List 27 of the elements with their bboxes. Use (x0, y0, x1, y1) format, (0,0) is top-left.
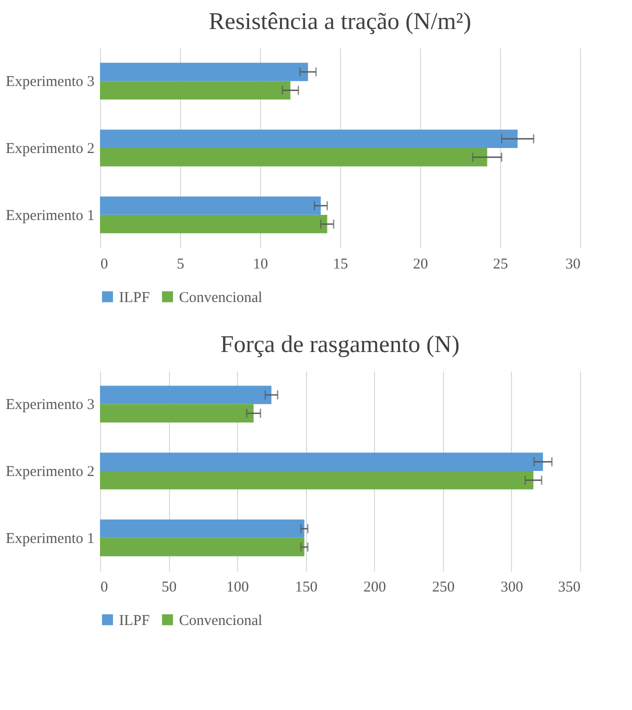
x-tick-label: 5 (176, 256, 184, 272)
legend-label: Convencional (179, 290, 262, 306)
x-tick-label: 25 (493, 256, 508, 272)
x-tick-label: 100 (226, 580, 249, 596)
legend-label: ILPF (119, 290, 150, 306)
x-tick-label: 10 (253, 256, 268, 272)
x-tick-label: 20 (413, 256, 428, 272)
y-tick-label: Experimento 2 (6, 464, 94, 480)
chart-title: Força de rasgamento (N) (220, 332, 460, 358)
x-tick-label: 50 (162, 580, 177, 596)
y-tick-label: Experimento 3 (6, 397, 94, 414)
x-tick-label: 250 (432, 580, 455, 596)
x-tick-label: 0 (100, 580, 108, 596)
x-tick-label: 15 (333, 256, 348, 272)
legend-label: ILPF (119, 612, 150, 629)
y-tick-label: Experimento 1 (6, 208, 94, 224)
x-tick-label: 350 (558, 580, 580, 596)
x-tick-label: 30 (566, 256, 580, 272)
y-tick-label: Experimento 1 (6, 530, 94, 547)
x-tick-label: 0 (100, 256, 108, 272)
y-tick-label: Experimento 2 (6, 141, 94, 157)
chart-title: Resistência a tração (N/m²) (208, 9, 472, 35)
x-tick-label: 200 (364, 580, 386, 596)
y-tick-label: Experimento 3 (6, 74, 94, 90)
legend-label: Convencional (179, 612, 262, 629)
x-tick-label: 150 (294, 580, 318, 596)
x-tick-label: 300 (500, 580, 524, 596)
